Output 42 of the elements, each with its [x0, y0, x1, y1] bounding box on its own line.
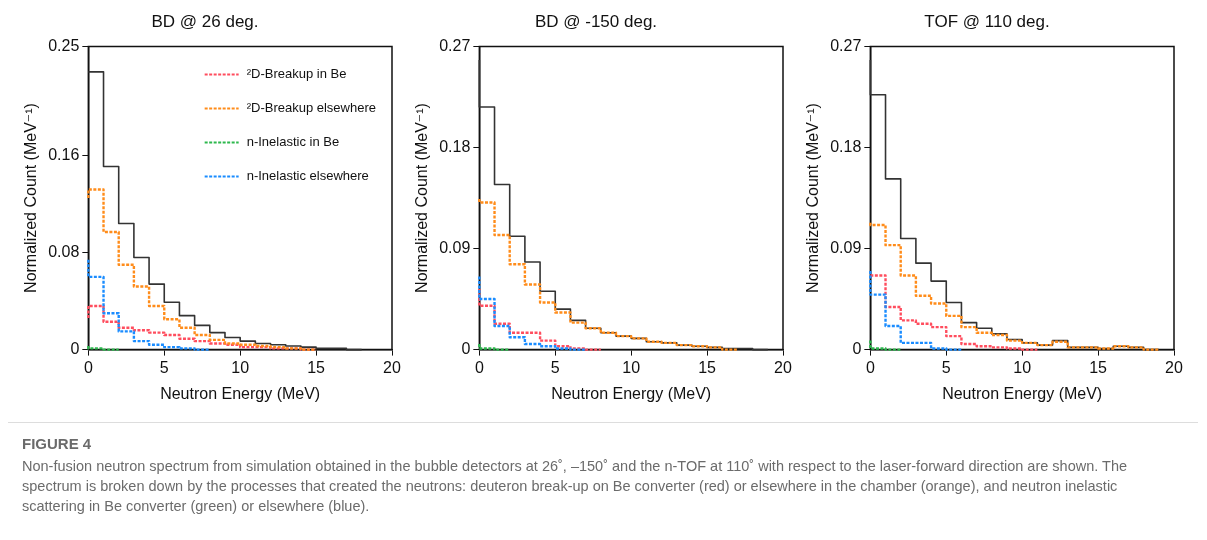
text: FIGURE 4 — [22, 435, 93, 452]
x-tick-label: 5 — [159, 358, 169, 376]
x-tick-label: 10 — [231, 358, 250, 376]
legend-label: ²D-Breakup elsewhere — [246, 99, 377, 115]
y-tick-label: 0.18 — [439, 137, 471, 155]
x-tick-label: 10 — [1013, 358, 1032, 376]
y-tick-label: 0.16 — [48, 145, 80, 163]
y-tick-label: 0.09 — [830, 238, 862, 256]
y-tick-label: 0.18 — [830, 137, 862, 155]
legend-label: n-Inelastic elsewhere — [246, 167, 369, 183]
chart-title: BD @ -150 deg. — [534, 11, 658, 31]
x-axis-title: Neutron Energy (MeV) — [160, 384, 321, 402]
y-tick-label: 0.09 — [439, 238, 471, 256]
chart-title: BD @ 26 deg. — [151, 11, 259, 31]
y-axis-title: Normalized Count (MeV⁻¹) — [804, 103, 822, 293]
x-tick-label: 0 — [474, 358, 484, 376]
y-tick-label: 0.27 — [830, 36, 862, 54]
x-tick-label: 15 — [698, 358, 717, 376]
y-tick-label: 0 — [70, 340, 80, 358]
x-tick-label: 15 — [307, 358, 326, 376]
x-tick-label: 5 — [550, 358, 560, 376]
x-tick-label: 20 — [383, 358, 401, 376]
x-tick-label: 0 — [83, 358, 93, 376]
x-axis-title: Neutron Energy (MeV) — [942, 384, 1103, 402]
x-tick-label: 10 — [622, 358, 641, 376]
y-tick-label: 0.08 — [48, 242, 80, 260]
x-tick-label: 0 — [865, 358, 875, 376]
text: Non-fusion neutron spectrum from simulation obtained in the bubble detectors at 26˚, –150˚ and the n-TOF at 110˚ with respect to the laser-forward direction are shown. The spectrum is broken down by the processes that created the neutrons: deuteron break-up on Be converter (red) or elsewhere in the chamber (orange), and neutron inelastic scattering in Be converter (green) or elsewhere (blue). — [22, 457, 1128, 516]
x-axis-title: Neutron Energy (MeV) — [551, 384, 712, 402]
legend-label: ²D-Breakup in Be — [246, 65, 347, 81]
legend-label: n-Inelastic in Be — [246, 133, 340, 149]
y-axis-title: Normalized Count (MeV⁻¹) — [22, 103, 40, 293]
y-tick-label: 0 — [852, 340, 862, 358]
chart-title: TOF @ 110 deg. — [924, 11, 1050, 31]
x-tick-label: 15 — [1089, 358, 1108, 376]
x-tick-label: 20 — [774, 358, 792, 376]
y-tick-label: 0.25 — [48, 36, 80, 54]
x-tick-label: 20 — [1165, 358, 1183, 376]
y-axis-title: Normalized Count (MeV⁻¹) — [413, 103, 431, 293]
x-tick-label: 5 — [941, 358, 951, 376]
y-tick-label: 0 — [461, 340, 471, 358]
y-tick-label: 0.27 — [439, 36, 471, 54]
